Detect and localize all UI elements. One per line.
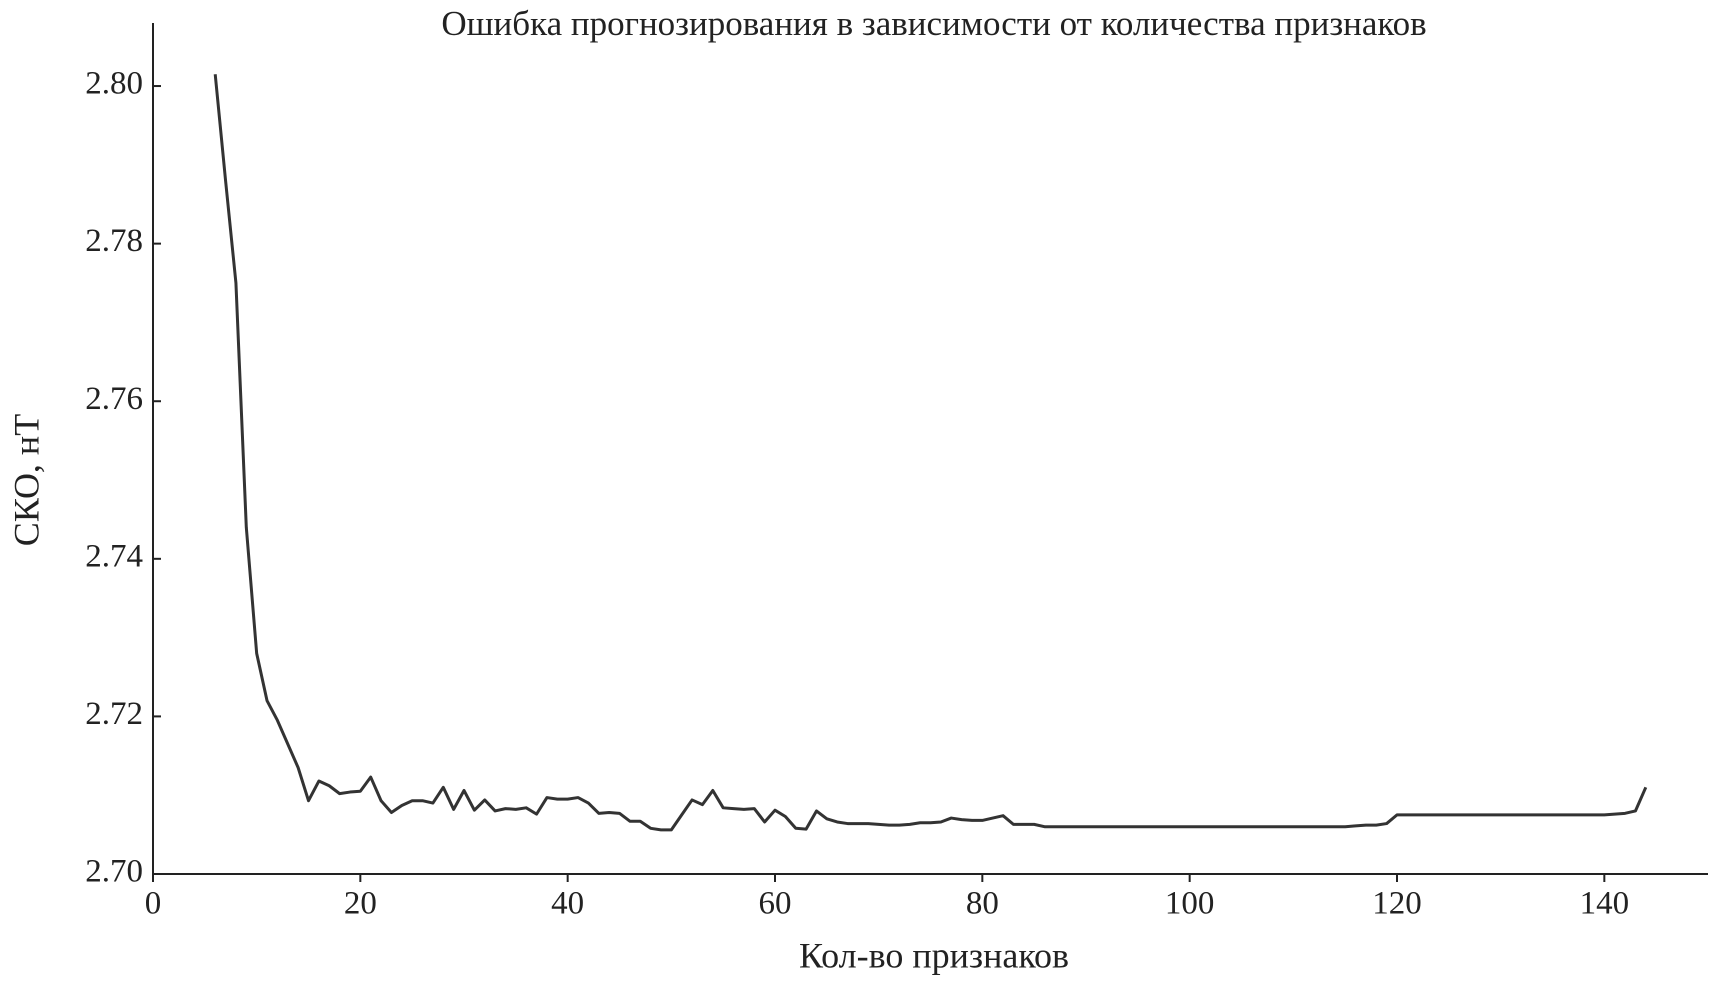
x-tick-label: 20	[344, 886, 377, 922]
data-line	[213, 74, 1648, 832]
x-tick-label: 140	[1580, 886, 1630, 922]
x-tick-label: 100	[1165, 886, 1215, 922]
x-tick-label: 60	[759, 886, 792, 922]
y-tick-label: 2.78	[85, 223, 143, 259]
y-axis-label: СКО, нТ	[6, 414, 46, 546]
y-tick-label: 2.80	[85, 66, 143, 102]
x-tick-label: 0	[145, 886, 162, 922]
x-axis-label: Кол-во признаков	[799, 935, 1069, 975]
chart-title: Ошибка прогнозирования в зависимости от …	[441, 4, 1426, 43]
y-tick-label: 2.74	[85, 538, 143, 574]
x-tick-label: 80	[966, 886, 999, 922]
x-tick-label: 40	[551, 886, 584, 922]
y-tick-label: 2.70	[85, 854, 143, 890]
x-tick-label: 120	[1372, 886, 1422, 922]
y-tick-label: 2.76	[85, 381, 143, 417]
y-tick-label: 2.72	[85, 696, 143, 732]
